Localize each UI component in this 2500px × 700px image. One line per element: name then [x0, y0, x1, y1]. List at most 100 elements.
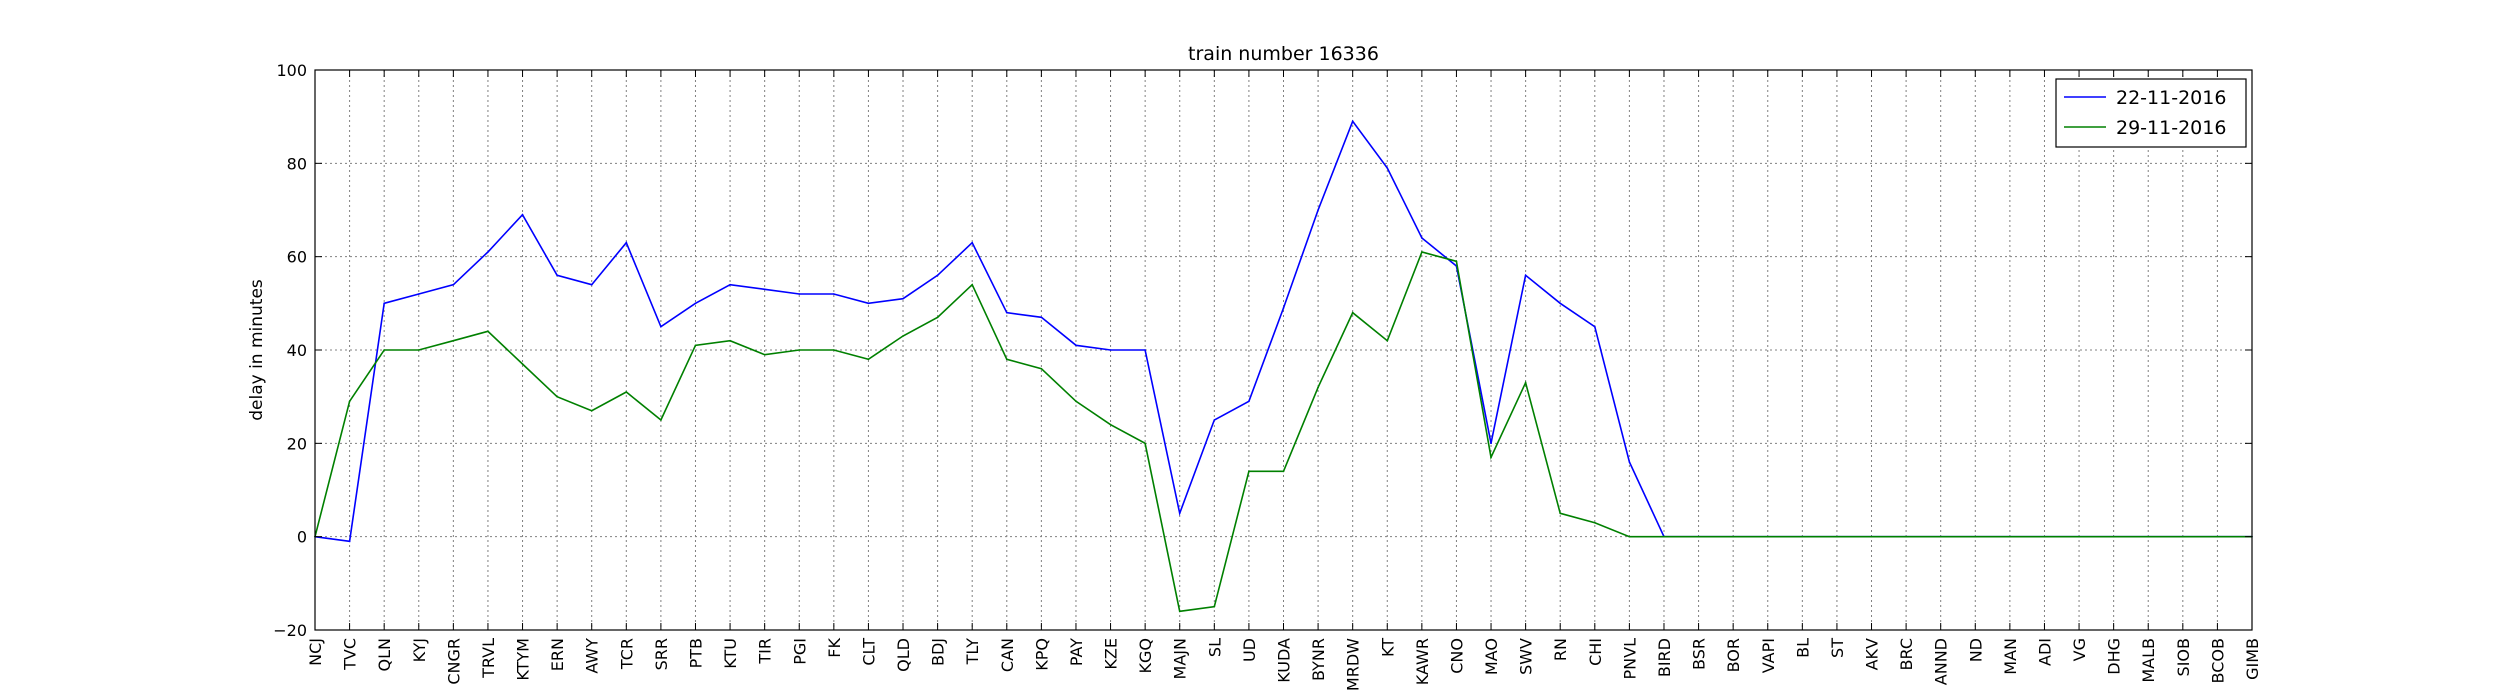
data-point — [660, 325, 662, 328]
data-point — [2078, 535, 2080, 538]
data-point — [487, 251, 489, 253]
data-point — [1559, 512, 1562, 515]
legend-label: 22-11-2016 — [2116, 87, 2226, 109]
data-point — [660, 419, 662, 421]
data-point — [1697, 535, 1700, 538]
data-point — [1386, 339, 1389, 342]
data-point — [1282, 307, 1285, 309]
data-point — [1974, 535, 1977, 538]
x-tick-label: ADI — [2035, 638, 2054, 666]
x-tick-label: PTB — [686, 638, 705, 668]
x-tick-label: AKV — [1863, 638, 1882, 670]
y-tick-label: 0 — [297, 528, 307, 547]
data-point — [2009, 535, 2011, 538]
data-point — [1144, 442, 1146, 445]
data-point — [1178, 610, 1181, 613]
data-point — [2147, 535, 2150, 538]
data-point — [1836, 535, 1838, 538]
data-point — [1801, 535, 1804, 538]
data-point — [798, 349, 801, 351]
x-tick-label: FK — [825, 638, 844, 658]
data-point — [521, 363, 524, 365]
x-tick-label: ST — [1828, 638, 1847, 658]
series-lines — [314, 119, 2253, 613]
data-point — [1386, 167, 1389, 169]
x-tick-label: KAWR — [1413, 638, 1432, 685]
data-point — [1732, 535, 1734, 538]
data-point — [902, 335, 904, 337]
data-point — [1040, 367, 1043, 370]
data-point — [625, 241, 628, 244]
data-point — [1559, 302, 1562, 305]
x-tick-label: DHG — [2105, 638, 2124, 675]
x-tick-label: VG — [2070, 638, 2089, 661]
x-tick-label: BL — [1793, 638, 1812, 658]
x-tick-label: KTYM — [514, 638, 533, 681]
legend-frame — [2055, 78, 2247, 148]
data-point — [1490, 442, 1492, 445]
data-point — [936, 274, 939, 277]
x-tick-label: SRR — [652, 638, 671, 670]
data-point — [833, 349, 835, 351]
x-tick-label: ND — [1966, 638, 1985, 662]
data-point — [348, 540, 351, 543]
x-tick-label: BIRD — [1655, 638, 1674, 677]
data-point — [1005, 311, 1008, 314]
data-point — [383, 349, 385, 351]
x-tick-label: CHI — [1586, 638, 1605, 666]
data-point — [936, 316, 939, 319]
axis-ticks — [314, 69, 2253, 631]
data-point — [1213, 605, 1216, 608]
y-tick-label: 40 — [287, 341, 307, 360]
data-point — [487, 330, 489, 333]
data-point — [694, 344, 697, 347]
data-point — [694, 302, 697, 305]
x-tick-label: QLN — [375, 638, 394, 671]
data-point — [1248, 400, 1250, 403]
data-point — [417, 293, 420, 295]
data-point — [1663, 535, 1665, 538]
data-point — [971, 241, 973, 244]
x-tick-label: KZE — [1102, 638, 1121, 670]
x-tick-label: SWV — [1517, 638, 1536, 675]
data-point — [1109, 349, 1112, 351]
data-point — [1766, 535, 1769, 538]
data-point — [1213, 419, 1216, 421]
x-tick-label: MAJN — [1171, 638, 1190, 679]
x-tick-label: CNO — [1447, 638, 1466, 674]
data-point — [1421, 251, 1423, 253]
x-tick-label: PGI — [790, 638, 809, 665]
data-point — [625, 391, 628, 393]
data-point — [556, 274, 558, 277]
data-point — [1317, 386, 1319, 389]
x-tick-label: BSR — [1690, 638, 1709, 670]
y-tick-label: −20 — [273, 621, 307, 640]
legend: 22-11-2016 29-11-2016 — [2055, 78, 2247, 148]
data-point — [452, 339, 455, 342]
x-tick-label: ANND — [1932, 638, 1951, 685]
x-tick-label: KUDA — [1275, 638, 1294, 683]
data-point — [902, 297, 904, 300]
x-tick-label: ERN — [548, 638, 567, 671]
data-point — [1421, 237, 1423, 239]
y-tick-label: 60 — [287, 248, 307, 267]
legend-label: 29-11-2016 — [2116, 117, 2226, 139]
data-point — [729, 283, 731, 286]
y-tick-labels: 100 80 60 40 20 0 −20 — [273, 61, 307, 640]
data-point — [1317, 209, 1319, 211]
x-tick-label: TCR — [617, 638, 636, 670]
x-tick-label: BOR — [1724, 638, 1743, 672]
data-point — [1282, 470, 1285, 473]
data-point — [1075, 400, 1077, 403]
data-point — [1455, 260, 1458, 263]
data-point — [383, 302, 385, 305]
x-tick-label: KT — [1378, 638, 1397, 657]
data-point — [1628, 461, 1631, 463]
data-point — [971, 283, 973, 286]
data-point — [867, 358, 870, 361]
data-point — [1939, 535, 1942, 538]
y-tick-label: 20 — [287, 434, 307, 453]
data-point — [452, 283, 455, 286]
data-point — [763, 288, 766, 291]
